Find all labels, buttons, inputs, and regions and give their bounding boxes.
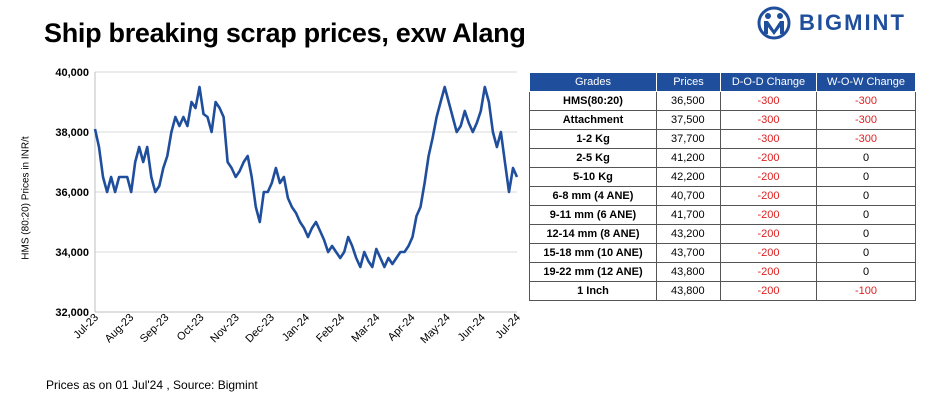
wow-change-cell: -100	[816, 281, 916, 301]
price-cell: 40,700	[656, 186, 721, 206]
grade-cell: HMS(80:20)	[529, 91, 657, 111]
table-row: Attachment 37,500 -300 -300	[529, 110, 916, 130]
price-cell: 41,700	[656, 205, 721, 225]
dod-change-cell: -200	[720, 205, 817, 225]
x-tick-label: Nov-23	[208, 312, 242, 346]
grade-cell: 19-22 mm (12 ANE)	[529, 262, 657, 282]
wow-change-cell: 0	[816, 224, 916, 244]
table-row: 9-11 mm (6 ANE) 41,700 -200 0	[529, 205, 916, 225]
wow-change-cell: -300	[816, 91, 916, 111]
table-row: 2-5 Kg 41,200 -200 0	[529, 148, 916, 168]
price-cell: 42,200	[656, 167, 721, 187]
x-tick-label: Apr-24	[386, 312, 418, 344]
grade-cell: 12-14 mm (8 ANE)	[529, 224, 657, 244]
grade-cell: 15-18 mm (10 ANE)	[529, 243, 657, 263]
x-tick-label: Sep-23	[138, 312, 172, 346]
table-row: HMS(80:20) 36,500 -300 -300	[529, 91, 916, 111]
brand-logo: BIGMINT	[757, 6, 906, 40]
y-tick-label: 38,000	[55, 127, 89, 139]
column-header-wow-change: W-O-W Change	[816, 72, 916, 92]
grade-cell: 1 Inch	[529, 281, 657, 301]
x-tick-label: Jul-24	[493, 312, 523, 342]
wow-change-cell: 0	[816, 148, 916, 168]
series-line	[93, 85, 519, 269]
dod-change-cell: -200	[720, 186, 817, 206]
table-row: 1 Inch 43,800 -200 -100	[529, 281, 916, 301]
wow-change-cell: 0	[816, 243, 916, 263]
x-tick-label: Aug-23	[103, 312, 137, 346]
dod-change-cell: -200	[720, 167, 817, 187]
price-cell: 43,200	[656, 224, 721, 244]
y-tick-label: 32,000	[55, 307, 89, 319]
price-table: Grades Prices D-O-D Change W-O-W Change …	[529, 72, 916, 301]
bigmint-logo-icon	[757, 6, 791, 40]
grade-cell: 2-5 Kg	[529, 148, 657, 168]
table-row: 15-18 mm (10 ANE) 43,700 -200 0	[529, 243, 916, 263]
x-tick-label: Mar-24	[349, 312, 382, 345]
grade-cell: 1-2 Kg	[529, 129, 657, 149]
x-tick-label: Feb-24	[314, 312, 347, 345]
wow-change-cell: 0	[816, 167, 916, 187]
column-header-grades: Grades	[529, 72, 657, 92]
price-cell: 37,700	[656, 129, 721, 149]
wow-change-cell: 0	[816, 186, 916, 206]
table-row: 19-22 mm (12 ANE) 43,800 -200 0	[529, 262, 916, 282]
brand-name: BIGMINT	[799, 10, 906, 35]
dod-change-cell: -200	[720, 148, 817, 168]
table-row: 5-10 Kg 42,200 -200 0	[529, 167, 916, 187]
grade-cell: 6-8 mm (4 ANE)	[529, 186, 657, 206]
grade-cell: Attachment	[529, 110, 657, 130]
page-title: Ship breaking scrap prices, exw Alang	[44, 18, 526, 48]
grade-cell: 5-10 Kg	[529, 167, 657, 187]
price-chart: 32,000 34,000 36,000 38,000 40,000 Jul-23 Aug-…	[0, 60, 530, 360]
x-tick-label: Oct-23	[175, 312, 207, 344]
dod-change-cell: -200	[720, 224, 817, 244]
x-tick-label: Jun-24	[456, 312, 488, 344]
dod-change-cell: -300	[720, 91, 817, 111]
dod-change-cell: -200	[720, 281, 817, 301]
price-cell: 43,700	[656, 243, 721, 263]
column-header-dod-change: D-O-D Change	[720, 72, 817, 92]
table-row: 6-8 mm (4 ANE) 40,700 -200 0	[529, 186, 916, 206]
table-row: 1-2 Kg 37,700 -300 -300	[529, 129, 916, 149]
table-body: HMS(80:20) 36,500 -300 -300 Attachment 37,500…	[529, 91, 916, 301]
table-header-row: Grades Prices D-O-D Change W-O-W Change	[529, 72, 916, 92]
price-cell: 37,500	[656, 110, 721, 130]
column-header-prices: Prices	[656, 72, 721, 92]
dod-change-cell: -300	[720, 129, 817, 149]
x-tick-label: May-24	[418, 312, 452, 346]
footnote: Prices as on 01 Jul'24 , Source: Bigmint	[46, 378, 258, 392]
y-tick-label: 34,000	[55, 247, 89, 259]
wow-change-cell: 0	[816, 262, 916, 282]
table-row: 12-14 mm (8 ANE) 43,200 -200 0	[529, 224, 916, 244]
wow-change-cell: 0	[816, 205, 916, 225]
wow-change-cell: -300	[816, 110, 916, 130]
price-cell: 36,500	[656, 91, 721, 111]
y-axis-label: HMS (80:20) Prices in INR/t	[20, 136, 32, 260]
price-cell: 43,800	[656, 281, 721, 301]
y-tick-label: 36,000	[55, 187, 89, 199]
price-cell: 43,800	[656, 262, 721, 282]
dod-change-cell: -200	[720, 243, 817, 263]
dod-change-cell: -300	[720, 110, 817, 130]
x-tick-label: Dec-23	[243, 312, 277, 346]
dod-change-cell: -200	[720, 262, 817, 282]
x-tick-label: Jan-24	[280, 312, 312, 344]
wow-change-cell: -300	[816, 129, 916, 149]
y-tick-label: 40,000	[55, 67, 89, 79]
price-cell: 41,200	[656, 148, 721, 168]
grade-cell: 9-11 mm (6 ANE)	[529, 205, 657, 225]
